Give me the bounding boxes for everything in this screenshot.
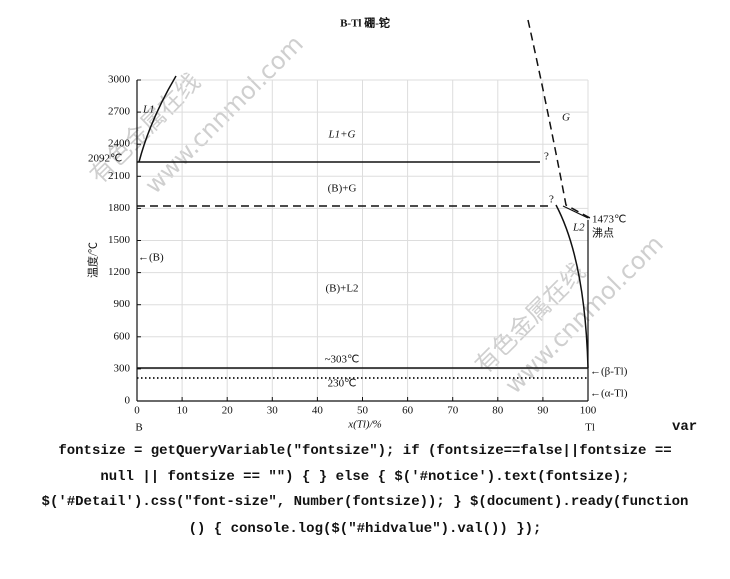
x-tick-label: 60 bbox=[402, 405, 414, 417]
x-tick-label: 40 bbox=[312, 405, 324, 417]
label: L2 bbox=[572, 222, 585, 234]
liquidus bbox=[138, 75, 177, 163]
y-tick-label: 600 bbox=[114, 330, 131, 342]
code-text: fontsize = getQueryVariable("fontsize");… bbox=[58, 443, 672, 459]
y-tick-label: 1200 bbox=[108, 266, 131, 278]
label: B bbox=[135, 422, 142, 434]
x-tick-label: 100 bbox=[580, 405, 597, 417]
watermark: 有色金属在线 bbox=[84, 68, 206, 190]
gas-boundary bbox=[527, 19, 591, 219]
label: 2092℃ bbox=[88, 153, 122, 165]
x-tick-label: 0 bbox=[134, 405, 140, 417]
label: (B)+G bbox=[328, 183, 357, 195]
label: L1 bbox=[142, 104, 155, 116]
x-tick-label: 30 bbox=[267, 405, 279, 417]
label: ←(β-Tl) bbox=[590, 366, 628, 378]
code-text: var bbox=[672, 419, 698, 435]
title: B-Tl 硼-铊 bbox=[340, 16, 390, 30]
label: (B)+L2 bbox=[325, 283, 358, 295]
y-axis-title: 温度/℃ bbox=[86, 242, 100, 278]
y-tick-label: 1800 bbox=[108, 202, 131, 214]
x-tick-label: 20 bbox=[222, 405, 234, 417]
l2-upper bbox=[562, 205, 589, 219]
label: 230℃ bbox=[328, 378, 357, 390]
x-axis-title: x(Tl)/% bbox=[347, 419, 382, 431]
y-tick-label: 2400 bbox=[108, 138, 131, 150]
y-tick-label: 1500 bbox=[108, 234, 131, 246]
label: 沸点 bbox=[592, 227, 614, 240]
label: L1+G bbox=[328, 129, 356, 141]
x-tick-label: 70 bbox=[447, 405, 459, 417]
code-text: () { console.log($("#hidvalue").val()) }… bbox=[188, 521, 542, 537]
code-text: $('#Detail').css("font-size", Number(fon… bbox=[41, 494, 689, 510]
label: Tl bbox=[585, 422, 595, 434]
label: ? bbox=[544, 151, 549, 163]
label: ~303℃ bbox=[325, 354, 360, 366]
y-tick-label: 900 bbox=[114, 298, 131, 310]
label: ? bbox=[549, 194, 554, 206]
l2-boundary bbox=[555, 204, 589, 369]
y-tick-label: 2100 bbox=[108, 170, 131, 182]
label: G bbox=[562, 112, 570, 124]
x-tick-label: 80 bbox=[492, 405, 504, 417]
label: ←(B) bbox=[138, 252, 164, 264]
y-tick-label: 300 bbox=[114, 362, 131, 374]
y-tick-label: 0 bbox=[125, 395, 131, 407]
x-tick-label: 90 bbox=[537, 405, 549, 417]
code-text: null || fontsize == "") { } else { $('#n… bbox=[100, 469, 630, 485]
label: 1473℃ bbox=[592, 214, 626, 226]
label: ←(α-Tl) bbox=[590, 388, 628, 400]
x-tick-label: 10 bbox=[177, 405, 189, 417]
boundaries bbox=[136, 19, 591, 402]
x-tick-label: 50 bbox=[357, 405, 369, 417]
y-tick-label: 3000 bbox=[108, 74, 131, 86]
y-tick-label: 2700 bbox=[108, 106, 131, 118]
